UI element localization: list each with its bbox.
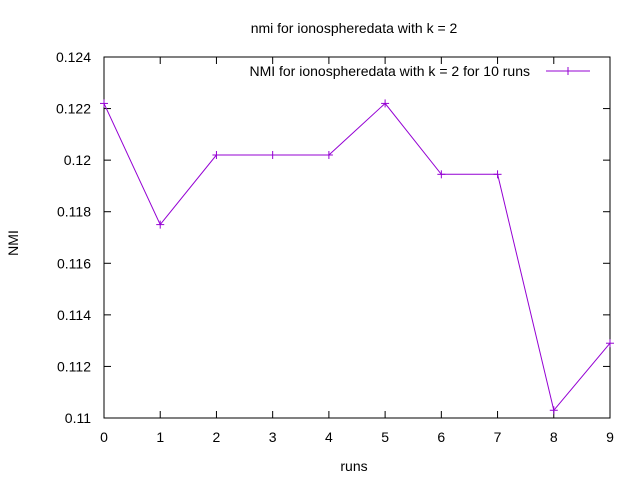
- data-point: [549, 406, 558, 415]
- x-tick-label: 7: [494, 429, 502, 445]
- y-tick-label: 0.112: [57, 358, 91, 374]
- data-point: [606, 339, 614, 348]
- y-tick-label: 0.124: [56, 49, 91, 65]
- x-tick-label: 8: [550, 429, 558, 445]
- x-tick-label: 9: [606, 429, 614, 445]
- x-tick-label: 6: [437, 429, 445, 445]
- data-point: [493, 170, 502, 179]
- y-tick-label: 0.11: [65, 410, 91, 426]
- chart-title: nmi for ionospheredata with k = 2: [251, 20, 458, 36]
- x-tick-label: 0: [100, 429, 108, 445]
- data-point: [437, 170, 446, 179]
- data-point: [156, 220, 165, 229]
- y-tick-label: 0.122: [56, 101, 91, 117]
- y-tick-label: 0.114: [57, 307, 91, 323]
- x-tick-label: 2: [213, 429, 221, 445]
- y-axis-label: NMI: [5, 230, 21, 256]
- y-tick-label: 0.118: [57, 204, 91, 220]
- x-axis-label: runs: [340, 458, 367, 474]
- data-point: [100, 99, 108, 108]
- data-point: [381, 99, 390, 108]
- legend-label: NMI for ionospheredata with k = 2 for 10…: [249, 63, 530, 79]
- y-tick-label: 0.116: [57, 255, 91, 271]
- x-tick-label: 3: [269, 429, 277, 445]
- plot-frame: [103, 56, 611, 419]
- x-tick-label: 1: [156, 429, 164, 445]
- y-tick-label: 0.12: [64, 152, 91, 168]
- data-point: [324, 150, 333, 159]
- data-point: [212, 150, 221, 159]
- data-point: [268, 150, 277, 159]
- series-line: [103, 102, 611, 412]
- x-tick-label: 4: [325, 429, 333, 445]
- x-tick-label: 5: [381, 429, 389, 445]
